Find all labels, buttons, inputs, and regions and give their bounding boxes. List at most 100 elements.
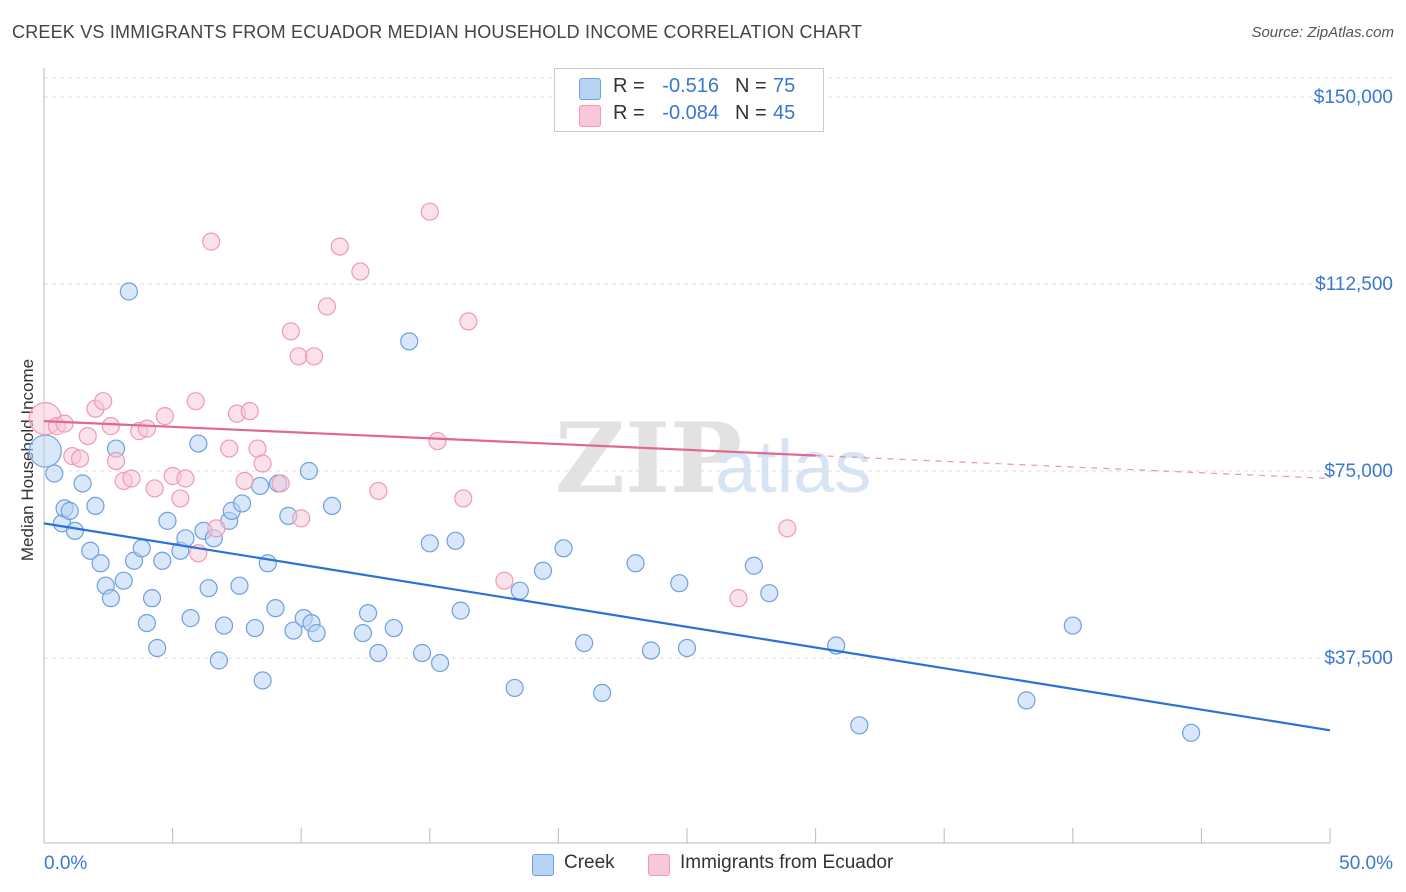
creek-point [266,599,285,618]
ecuador-point [171,489,190,508]
y-tick-label: $112,500 [1315,274,1393,295]
creek-swatch [579,78,601,100]
ecuador-trend-line [43,420,816,457]
creek-point [322,496,342,516]
creek-point [199,579,218,598]
creek-point [230,576,249,595]
creek-point [677,638,697,658]
creek-point [73,474,92,493]
creek-legend-label: Creek [564,852,615,873]
creek-point [181,609,200,628]
ecuador-point [330,237,349,256]
creek-point [1063,616,1082,635]
ecuador-point [289,347,308,366]
creek-point [626,554,645,573]
creek-point [420,534,439,553]
watermark-zip: ZIP [555,402,742,515]
creek-point [400,332,419,351]
creek-point [60,501,79,520]
ecuador-point [454,489,473,508]
ecuador-point [202,232,221,251]
ecuador-point [145,479,164,498]
ecuador-point [106,451,126,471]
ecuador-point [304,347,324,366]
creek-point [158,511,177,530]
creek-point [505,678,524,698]
creek-point [86,496,105,516]
ecuador-swatch [579,105,601,127]
r-value-ecuador: -0.084 [662,102,719,124]
y-tick-label: $150,000 [1314,87,1393,108]
n-label: N = [735,102,767,124]
creek-point [148,638,167,658]
n-value-ecuador: 45 [773,102,796,124]
ecuador-point [317,297,337,316]
ecuador-legend-swatch [648,854,670,876]
creek-point [430,653,450,673]
correlation-legend: R = -0.516 N = 75 R = -0.084 N = 45 [554,68,824,132]
creek-point [45,464,64,483]
ecuador-point [240,402,259,421]
ecuador-point [235,471,254,491]
ecuador-point [101,417,120,436]
creek-point [850,716,869,735]
creek-point [744,556,763,575]
legend-row-ecuador: R = -0.084 N = 45 [555,102,823,128]
creek-point [142,589,162,608]
x-tick-label-max: 50.0% [1339,853,1393,874]
ecuador-point [729,589,748,608]
creek-point [101,589,120,608]
ecuador-point [207,519,226,538]
ecuador-point [155,407,174,426]
creek-point [232,494,252,513]
creek-point [214,616,234,635]
ecuador-point [137,419,156,438]
creek-point [253,671,272,690]
r-value-creek: -0.516 [662,75,719,97]
ecuador-legend-label: Immigrants from Ecuador [680,852,894,873]
creek-legend-swatch [532,854,554,876]
creek-point [245,618,265,638]
creek-point [28,434,62,468]
creek-point [307,623,326,643]
ecuador-point [778,519,797,538]
creek-point [153,551,172,570]
legend-row-creek: R = -0.516 N = 75 [555,75,823,101]
creek-point [670,574,689,593]
creek-point [575,633,594,653]
ecuador-point [420,202,439,221]
n-label: N = [735,75,767,97]
r-label: R = [613,102,645,124]
creek-point [299,461,319,481]
ecuador-point [78,426,97,446]
ecuador-point [495,571,514,590]
creek-point [137,613,156,633]
creek-point [91,554,110,573]
ecuador-point [176,469,195,488]
ecuador-point [70,449,90,468]
creek-point [81,541,100,560]
n-value-creek: 75 [773,75,796,97]
creek-point [132,539,151,558]
ecuador-point [220,439,239,458]
x-tick-label-min: 0.0% [44,853,87,874]
ecuador-point [55,414,74,433]
creek-point [412,643,432,663]
y-tick-label: $37,500 [1324,648,1393,669]
ecuador-point [253,454,272,473]
creek-point [358,604,378,623]
creek-point [384,618,403,638]
ecuador-point [271,474,290,493]
creek-point [760,584,779,603]
ecuador-point [94,392,113,411]
ecuador-point [351,262,370,281]
y-tick-label: $75,000 [1324,461,1393,482]
creek-point [284,621,303,640]
creek-point [1182,723,1201,742]
r-label: R = [613,75,645,97]
ecuador-point [369,481,388,501]
creek-point [510,581,529,600]
creek-trend-line [43,522,1331,732]
creek-point [209,651,228,670]
